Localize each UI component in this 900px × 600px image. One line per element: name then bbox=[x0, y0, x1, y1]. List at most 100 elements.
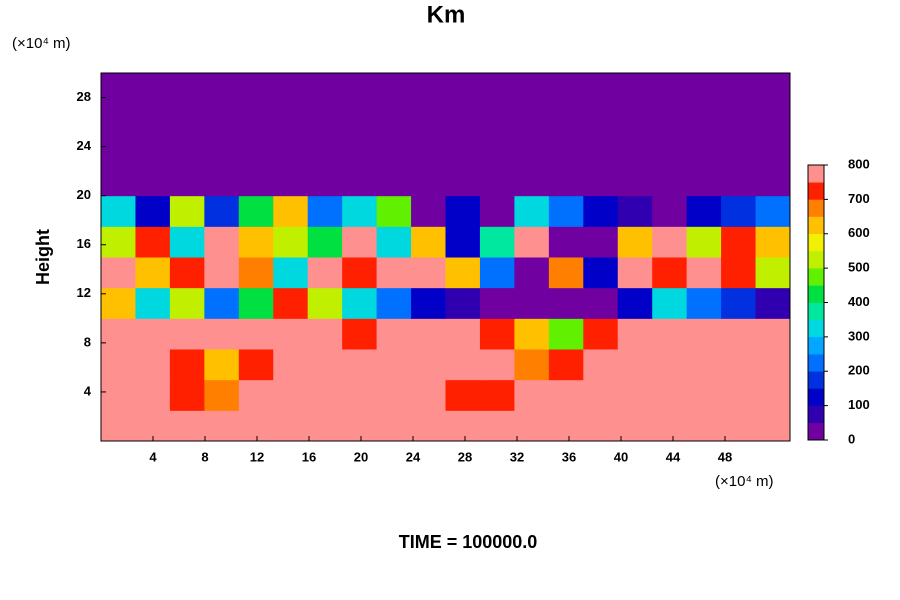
x-tick-label: 28 bbox=[458, 449, 472, 464]
heat-cell bbox=[548, 226, 584, 258]
heat-cell bbox=[686, 318, 722, 350]
heat-cell bbox=[342, 287, 378, 319]
colorbar-tick-label: 800 bbox=[848, 156, 870, 171]
heat-cell bbox=[204, 287, 240, 319]
heat-cell bbox=[273, 226, 309, 258]
heat-cell bbox=[548, 134, 584, 166]
heat-cell bbox=[411, 287, 446, 319]
heat-cell bbox=[445, 287, 481, 319]
heat-cell bbox=[101, 318, 136, 350]
heat-cell bbox=[686, 287, 722, 319]
colorbar-tick-label: 200 bbox=[848, 363, 870, 378]
x-tick-label: 24 bbox=[406, 449, 421, 464]
heat-cell bbox=[376, 226, 412, 258]
colorbar-tick-label: 500 bbox=[848, 260, 870, 275]
heat-cell bbox=[273, 73, 309, 105]
heat-cell bbox=[479, 318, 515, 350]
heat-cell bbox=[617, 134, 653, 166]
heat-cell bbox=[445, 318, 481, 350]
heat-cell bbox=[583, 318, 619, 350]
heat-cell bbox=[514, 134, 550, 166]
heat-cell bbox=[652, 195, 688, 227]
heat-cell bbox=[101, 287, 136, 319]
heat-cell bbox=[721, 349, 757, 381]
heat-cell bbox=[376, 165, 412, 197]
heat-cell bbox=[307, 73, 343, 105]
heat-cell bbox=[342, 134, 378, 166]
heat-cell bbox=[169, 410, 205, 442]
heat-cell bbox=[617, 349, 653, 381]
heat-cell bbox=[307, 103, 343, 135]
heat-cell bbox=[514, 349, 550, 381]
heat-cell bbox=[445, 257, 481, 289]
heat-cell bbox=[583, 379, 619, 411]
heat-cell bbox=[479, 257, 515, 289]
heat-cell bbox=[721, 195, 757, 227]
heat-cell bbox=[238, 103, 274, 135]
heat-cell bbox=[445, 134, 481, 166]
heat-cell bbox=[652, 349, 688, 381]
colorbar-band bbox=[808, 268, 824, 286]
heat-cell bbox=[583, 165, 619, 197]
colorbar-band bbox=[808, 285, 824, 303]
heat-cell bbox=[514, 257, 550, 289]
heat-cell bbox=[376, 134, 412, 166]
heat-cell bbox=[169, 73, 205, 105]
heat-cell bbox=[479, 379, 515, 411]
heat-cell bbox=[479, 287, 515, 319]
heat-cell bbox=[169, 134, 205, 166]
heat-cell bbox=[721, 410, 757, 442]
heat-cell bbox=[686, 195, 722, 227]
heat-cell bbox=[617, 103, 653, 135]
heat-cell bbox=[548, 349, 584, 381]
heat-cell bbox=[204, 226, 240, 258]
heat-cell bbox=[307, 226, 343, 258]
heat-cell bbox=[307, 257, 343, 289]
x-tick-label: 32 bbox=[510, 449, 524, 464]
heat-cell bbox=[755, 165, 791, 197]
heat-cell bbox=[307, 287, 343, 319]
heat-cell bbox=[307, 195, 343, 227]
heat-cell bbox=[514, 73, 550, 105]
heat-cell bbox=[342, 73, 378, 105]
heat-cell bbox=[238, 195, 274, 227]
heat-cell bbox=[479, 165, 515, 197]
heat-cell bbox=[721, 103, 757, 135]
heat-cell bbox=[273, 134, 309, 166]
heat-cell bbox=[755, 287, 791, 319]
colorbar-band bbox=[808, 354, 824, 372]
heat-cell bbox=[686, 410, 722, 442]
heat-cell bbox=[686, 349, 722, 381]
colorbar-tick-label: 600 bbox=[848, 225, 870, 240]
heat-cell bbox=[169, 287, 205, 319]
colorbar-band bbox=[808, 165, 824, 183]
heat-cell bbox=[583, 410, 619, 442]
heat-cell bbox=[273, 410, 309, 442]
heat-cell bbox=[617, 379, 653, 411]
heat-cell bbox=[686, 73, 722, 105]
heat-cell bbox=[135, 349, 171, 381]
x-tick-label: 40 bbox=[614, 449, 628, 464]
heat-cell bbox=[307, 410, 343, 442]
heat-cell bbox=[411, 103, 446, 135]
heat-cell bbox=[376, 103, 412, 135]
colorbar-tick-label: 0 bbox=[848, 431, 855, 446]
heat-cell bbox=[652, 73, 688, 105]
heat-cell bbox=[238, 287, 274, 319]
x-unit-label: (×10⁴ m) bbox=[715, 473, 774, 490]
heat-cell bbox=[445, 103, 481, 135]
heat-cell bbox=[755, 73, 791, 105]
heat-cell bbox=[721, 73, 757, 105]
heat-cell bbox=[101, 410, 136, 442]
heat-cell bbox=[101, 226, 136, 258]
heat-cell bbox=[204, 195, 240, 227]
heat-cell bbox=[101, 103, 136, 135]
y-axis-label: Height bbox=[33, 229, 53, 285]
y-tick-label: 12 bbox=[77, 285, 91, 300]
heat-cell bbox=[376, 257, 412, 289]
heat-cell bbox=[342, 379, 378, 411]
plot-frame bbox=[100, 72, 791, 442]
footer-time: TIME = 100000.0 bbox=[399, 532, 538, 552]
heat-cell bbox=[548, 287, 584, 319]
heat-cell bbox=[411, 318, 446, 350]
